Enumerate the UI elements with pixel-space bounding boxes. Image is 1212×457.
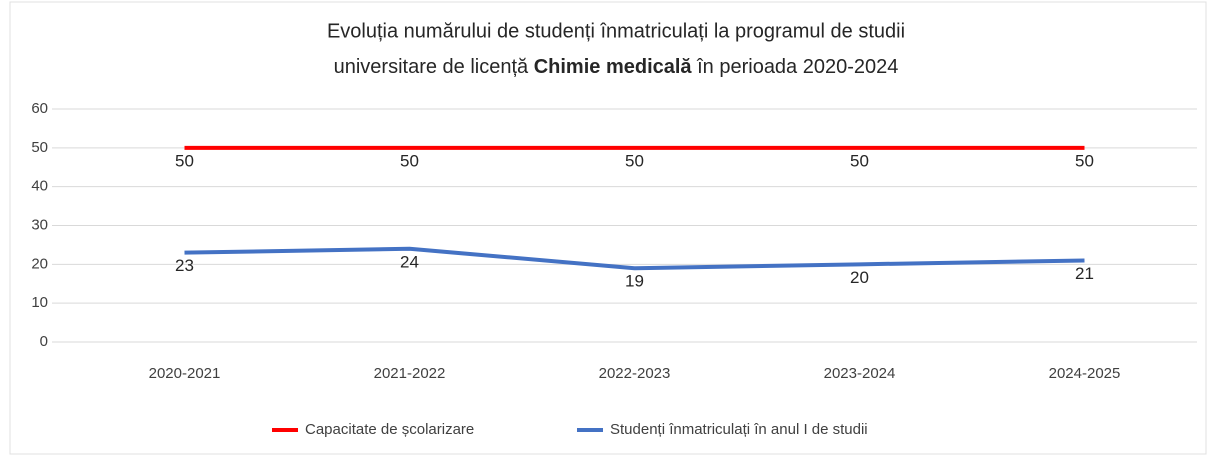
data-label: 50 bbox=[1075, 151, 1094, 170]
chart-title: universitare de licență Chimie medicală … bbox=[334, 56, 899, 78]
data-label: 50 bbox=[850, 151, 869, 170]
x-tick-label: 2021-2022 bbox=[374, 365, 446, 382]
legend-label: Capacitate de școlarizare bbox=[305, 421, 474, 438]
data-label: 19 bbox=[625, 272, 644, 291]
x-tick-label: 2020-2021 bbox=[149, 365, 221, 382]
x-tick-label: 2022-2023 bbox=[599, 365, 671, 382]
y-tick-label: 10 bbox=[31, 294, 48, 311]
y-tick-label: 40 bbox=[31, 178, 48, 195]
y-tick-label: 30 bbox=[31, 216, 48, 233]
data-label: 20 bbox=[850, 268, 869, 287]
y-tick-label: 0 bbox=[40, 333, 48, 350]
legend-label: Studenți înmatriculați în anul I de stud… bbox=[610, 421, 868, 438]
data-label: 23 bbox=[175, 256, 194, 275]
chart-frame bbox=[9, 1, 1207, 455]
data-label: 50 bbox=[175, 151, 194, 170]
x-tick-label: 2024-2025 bbox=[1049, 365, 1121, 382]
data-label: 21 bbox=[1075, 264, 1094, 283]
x-tick-label: 2023-2024 bbox=[824, 365, 896, 382]
title-part: universitare de licență bbox=[334, 56, 534, 78]
y-tick-label: 20 bbox=[31, 255, 48, 272]
data-label: 24 bbox=[400, 252, 419, 271]
y-tick-label: 60 bbox=[31, 100, 48, 117]
y-tick-label: 50 bbox=[31, 139, 48, 156]
title-bold: Chimie medicală bbox=[534, 56, 693, 78]
line bbox=[184, 246, 1085, 271]
title-part: în perioada 2020-2024 bbox=[692, 56, 899, 78]
chart-title: Evoluția numărului de studenți înmatricu… bbox=[327, 20, 905, 42]
data-label: 50 bbox=[400, 151, 419, 170]
data-label: 50 bbox=[625, 151, 644, 170]
